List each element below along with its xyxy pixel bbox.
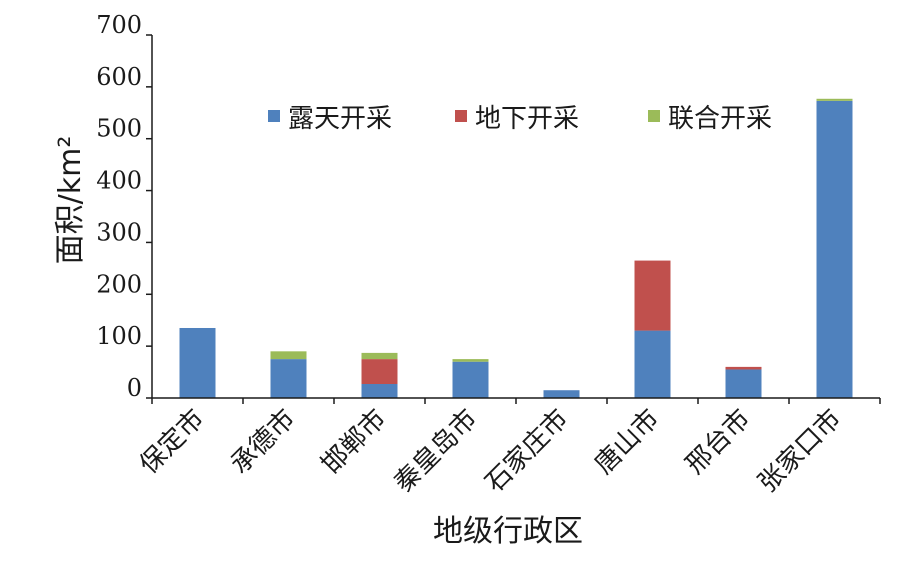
legend-swatch [455, 110, 467, 122]
x-category-label: 邯郸市 [316, 404, 392, 480]
x-category-label: 承德市 [225, 404, 301, 480]
y-tick-label: 500 [96, 115, 142, 143]
legend: 露天开采 地下开采 联合开采 [268, 104, 772, 134]
y-tick-label: 200 [96, 270, 142, 298]
bar-segment [725, 366, 762, 370]
bar-segment [816, 100, 853, 398]
x-category-label: 石家庄市 [480, 404, 575, 499]
y-tick-label: 600 [96, 63, 142, 91]
bars-group [179, 98, 853, 398]
y-tick-label: 100 [96, 322, 142, 350]
bar-segment [452, 359, 489, 362]
x-category-label: 秦皇岛市 [389, 404, 484, 499]
y-ticks-group: 700 600 500 400 300 200 100 0 [96, 11, 152, 402]
x-axis-title: 地级行政区 [433, 514, 583, 549]
x-category-label: 张家口市 [753, 404, 848, 499]
bar-segment [179, 327, 216, 398]
legend-swatch [648, 110, 660, 122]
x-category-label: 邢台市 [680, 404, 756, 480]
bar-segment [270, 359, 307, 398]
bar-segment [270, 351, 307, 360]
x-category-label: 保定市 [134, 404, 210, 480]
legend-swatch [268, 110, 280, 122]
bar-segment [634, 260, 671, 331]
bar-segment [452, 361, 489, 398]
y-axis-title: 面积/km² [53, 136, 88, 265]
bar-segment [361, 383, 398, 398]
bar-segment [634, 330, 671, 398]
legend-label: 联合开采 [668, 104, 772, 134]
y-tick-label: 400 [96, 167, 142, 195]
bar-segment [361, 352, 398, 360]
legend-label: 露天开采 [288, 104, 392, 134]
y-tick-label: 700 [96, 11, 142, 39]
y-tick-label: 0 [127, 374, 142, 402]
x-category-label: 唐山市 [589, 404, 665, 480]
bar-segment [543, 390, 580, 398]
y-tick-label: 300 [96, 218, 142, 246]
bar-segment [361, 359, 398, 384]
bar-segment [725, 369, 762, 398]
bar-segment [816, 98, 853, 101]
legend-label: 地下开采 [475, 104, 579, 134]
